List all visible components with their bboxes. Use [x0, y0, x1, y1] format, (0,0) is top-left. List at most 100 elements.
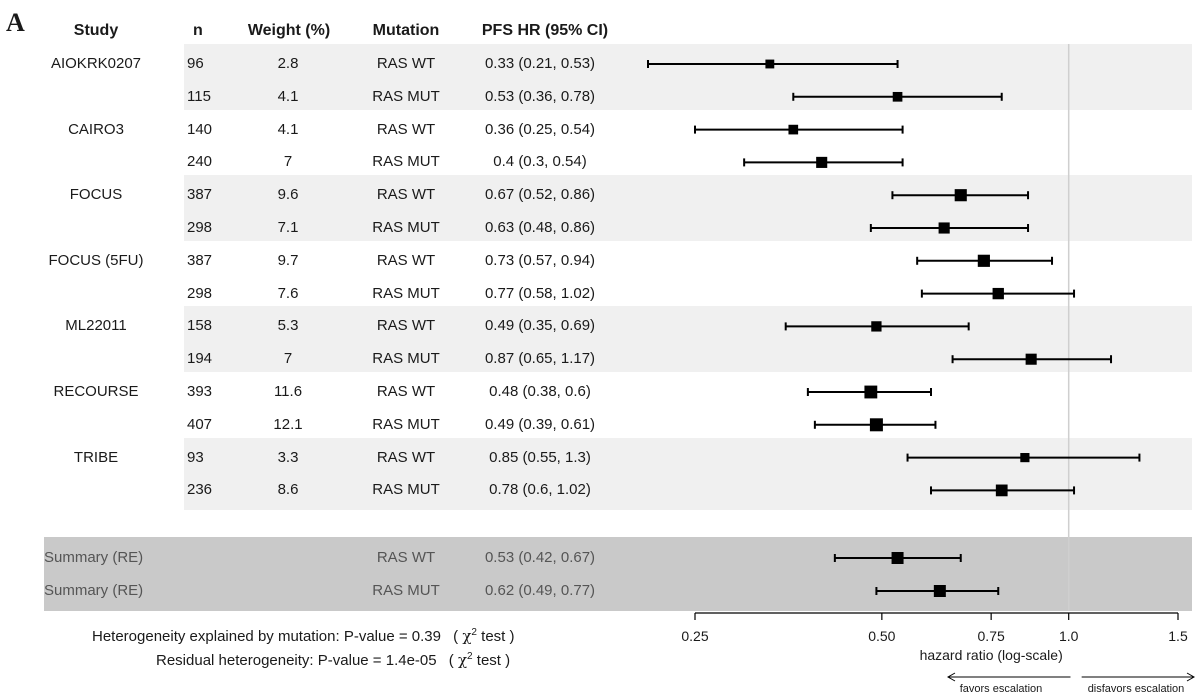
- disfavors-arrow-head: [1186, 672, 1196, 682]
- weight-value: 4.1: [277, 87, 299, 105]
- disfavors-escalation-label: disfavors escalation: [1088, 683, 1185, 695]
- sample-size: 387: [187, 186, 213, 204]
- footnote-heterogeneity-mutation-text: Heterogeneity explained by mutation: P-v…: [92, 628, 441, 645]
- sample-size: 236: [187, 481, 213, 499]
- header-study: Study: [73, 22, 119, 39]
- hr-ci-text: 0.63 (0.48, 0.86): [484, 219, 596, 236]
- footnote-residual-text: Residual heterogeneity: P-value = 1.4e-0…: [156, 652, 437, 669]
- sample-size: 407: [187, 415, 213, 433]
- study-estimate-point: [938, 222, 950, 234]
- weight-value: 8.6: [277, 481, 299, 499]
- mutation-label: RAS WT: [376, 383, 436, 400]
- footnote-chi-exponent: 2: [467, 651, 473, 662]
- hr-ci-text: 0.53 (0.36, 0.78): [484, 87, 596, 105]
- summary-hr-ci-text: 0.62 (0.49, 0.77): [484, 582, 596, 599]
- weight-value: 2.8: [277, 55, 299, 72]
- summary-estimate-point: [933, 585, 946, 597]
- header-mutation: Mutation: [372, 22, 440, 39]
- footnote-chi-exponent: 2: [471, 627, 477, 638]
- mutation-label: RAS MUT: [372, 284, 440, 302]
- study-label: RECOURSE: [53, 383, 139, 400]
- hr-ci-text: 0.48 (0.38, 0.6): [489, 383, 591, 400]
- hr-ci-text: 0.4 (0.3, 0.54): [493, 153, 587, 171]
- sample-size: 387: [187, 251, 213, 269]
- x-tick-label: 0.75: [978, 628, 1005, 644]
- weight-value: 5.3: [277, 317, 299, 335]
- hr-ci-text: 0.67 (0.52, 0.86): [484, 186, 596, 204]
- footnote-chi-symbol: χ: [457, 651, 468, 669]
- study-estimate-point: [1020, 453, 1030, 463]
- footnote-test-word: test: [476, 652, 501, 669]
- row-band: [184, 438, 1192, 510]
- weight-value: 3.3: [277, 448, 299, 466]
- study-estimate-point: [977, 254, 990, 267]
- study-estimate-point: [1025, 353, 1037, 365]
- header-n: n: [193, 22, 203, 39]
- mutation-label: RAS MUT: [372, 481, 440, 499]
- study-estimate-point: [788, 124, 799, 135]
- study-label: FOCUS: [69, 186, 123, 204]
- panel-label: A: [6, 8, 25, 37]
- weight-value: 7: [283, 350, 293, 368]
- x-tick-label: 0.50: [868, 628, 895, 644]
- summary-hr-ci-text: 0.53 (0.42, 0.67): [484, 549, 596, 566]
- mutation-label: RAS WT: [376, 186, 436, 204]
- header-weight: Weight (%): [247, 22, 331, 39]
- hr-ci-text: 0.36 (0.25, 0.54): [484, 120, 596, 138]
- x-tick-label: 1.0: [1059, 628, 1079, 644]
- footnote-test-paren-close: ): [509, 628, 515, 645]
- sample-size: 240: [187, 153, 213, 171]
- summary-mutation-label: RAS MUT: [372, 582, 440, 599]
- study-estimate-point: [871, 321, 882, 332]
- sample-size: 158: [187, 317, 213, 335]
- row-band: [184, 44, 1192, 110]
- mutation-label: RAS MUT: [372, 219, 440, 236]
- hr-ci-text: 0.49 (0.35, 0.69): [484, 317, 596, 335]
- header-hr: PFS HR (95% CI): [481, 22, 609, 39]
- hr-ci-text: 0.77 (0.58, 1.02): [484, 284, 596, 302]
- weight-value: 12.1: [273, 415, 303, 433]
- summary-mutation-label: RAS WT: [376, 549, 436, 566]
- mutation-label: RAS WT: [376, 55, 436, 72]
- mutation-label: RAS MUT: [372, 87, 440, 105]
- study-estimate-point: [954, 189, 967, 202]
- study-label: ML22011: [65, 317, 127, 335]
- mutation-label: RAS WT: [376, 317, 436, 335]
- footnote-residual-heterogeneity: Residual heterogeneity: P-value = 1.4e-0…: [156, 651, 510, 669]
- study-estimate-point: [995, 484, 1008, 497]
- sample-size: 93: [187, 448, 204, 466]
- footnote-heterogeneity-mutation: Heterogeneity explained by mutation: P-v…: [92, 627, 515, 645]
- sample-size: 298: [187, 219, 213, 236]
- study-label: AIOKRK0207: [50, 55, 142, 72]
- sample-size: 194: [187, 350, 213, 368]
- summary-estimate-point: [891, 552, 904, 564]
- mutation-label: RAS MUT: [372, 415, 440, 433]
- footnote-chi-symbol: χ: [462, 627, 472, 645]
- study-estimate-point: [892, 91, 903, 102]
- footnote-test-paren-open: (: [453, 628, 459, 645]
- sample-size: 115: [187, 87, 211, 105]
- favors-arrow-head: [946, 672, 956, 682]
- footnote-test-paren-close: ): [505, 652, 511, 669]
- mutation-label: RAS WT: [376, 120, 436, 138]
- row-band: [184, 306, 1192, 372]
- weight-value: 7: [283, 153, 293, 171]
- study-label: CAIRO3: [68, 120, 124, 138]
- mutation-label: RAS WT: [376, 251, 436, 269]
- x-tick-label: 1.5: [1168, 628, 1188, 644]
- weight-value: 11.6: [273, 383, 303, 400]
- hr-ci-text: 0.33 (0.21, 0.53): [484, 55, 596, 72]
- study-label: TRIBE: [73, 448, 119, 466]
- x-tick-label: 0.25: [681, 628, 708, 644]
- weight-value: 4.1: [277, 120, 299, 138]
- hr-ci-text: 0.85 (0.55, 1.3): [489, 448, 591, 466]
- weight-value: 9.7: [277, 251, 299, 269]
- hr-ci-text: 0.49 (0.39, 0.61): [484, 415, 596, 433]
- summary-label: Summary (RE): [44, 549, 144, 566]
- sample-size: 393: [187, 383, 213, 400]
- mutation-label: RAS MUT: [372, 153, 440, 171]
- sample-size: 298: [187, 284, 213, 302]
- weight-value: 7.6: [277, 284, 299, 302]
- summary-label: Summary (RE): [44, 582, 144, 599]
